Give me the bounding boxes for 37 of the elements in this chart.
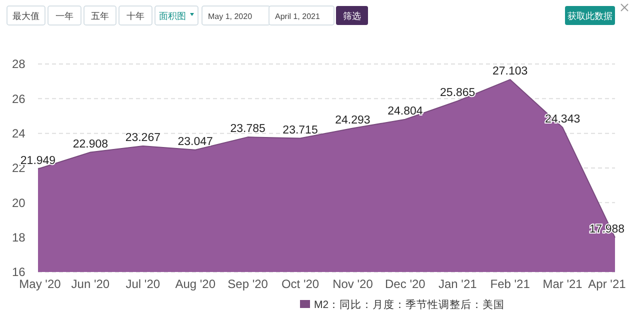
y-tick-label: 18 [12,230,26,245]
x-tick-label: Apr '21 [588,277,626,291]
x-tick-label: Aug '20 [175,277,216,291]
data-label: 24.804 [388,105,424,118]
data-label: 23.785 [230,123,266,136]
text: 十年 [126,11,144,21]
x-tick-label: Jan '21 [438,277,478,291]
x-tick-label: Dec '20 [385,277,426,291]
text: April 1, 2021 [275,12,320,21]
y-tick-label: 26 [12,92,26,106]
y-tick-label: 20 [12,196,26,210]
text: May 1, 2020 [208,12,253,21]
x-tick-label: Oct '20 [281,277,320,291]
data-label: 23.047 [178,136,213,148]
y-tick-label: 24 [12,126,26,141]
text: 面积图 [159,11,186,21]
data-label: 24.293 [335,114,370,126]
text: 获取此数据 [568,11,612,21]
data-label: 23.267 [125,132,161,144]
y-tick-label: 28 [12,57,26,72]
data-label: 22.908 [72,138,108,150]
x-tick-label: May '20 [19,277,62,291]
text: 筛选 [343,11,361,21]
x-tick-label: Nov '20 [332,277,374,291]
text: 五年 [91,11,109,21]
x-tick-label: Jun '20 [71,277,110,291]
data-label: 23.715 [282,124,318,136]
y-tick-label: 16 [12,265,26,280]
legend-label: M2：同比：月度：季节性调整后：美国 [314,298,505,311]
x-tick-label: Sep '20 [228,277,268,291]
data-label: 27.103 [492,66,528,78]
x-tick-label: Mar '21 [542,277,583,291]
text: 一年 [56,11,74,21]
data-label: 25.865 [440,87,476,100]
x-tick-label: Feb '21 [490,277,530,291]
text: 最大值 [12,11,40,21]
x-tick-label: Jul '20 [126,277,160,291]
